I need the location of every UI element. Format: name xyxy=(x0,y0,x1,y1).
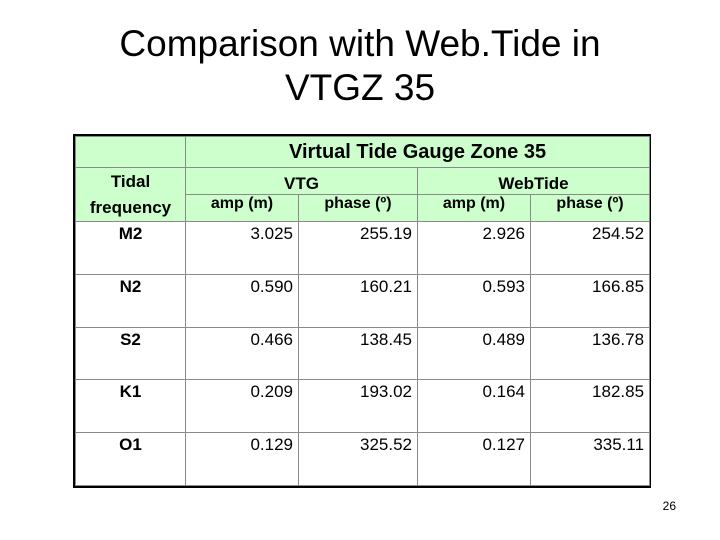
cell-vtg-phase: 138.45 xyxy=(298,326,418,381)
group-header-vtg: VTG xyxy=(185,167,418,195)
row-header-line-1: Tidal xyxy=(110,171,151,191)
slide-title-line-2: VTGZ 35 xyxy=(284,67,436,108)
table-row: N2 0.590 160.21 0.593 166.85 xyxy=(75,273,651,328)
table-row: O1 0.129 325.52 0.127 335.11 xyxy=(75,432,651,486)
column-header-vtg-amp: amp (m) xyxy=(185,194,299,222)
table-corner-cell xyxy=(75,136,186,168)
cell-webtide-amp: 0.164 xyxy=(417,379,531,434)
row-label: N2 xyxy=(75,273,186,328)
row-label: S2 xyxy=(75,326,186,381)
table-row: S2 0.466 138.45 0.489 136.78 xyxy=(75,326,651,381)
row-label: K1 xyxy=(75,379,186,434)
row-header-line-2: frequency xyxy=(89,197,172,217)
column-header-vtg-phase: phase (º) xyxy=(298,194,418,222)
column-header-webtide-phase: phase (º) xyxy=(529,194,651,222)
cell-vtg-phase: 255.19 xyxy=(298,221,418,275)
cell-vtg-amp: 0.590 xyxy=(185,273,299,328)
cell-webtide-amp: 0.127 xyxy=(417,432,531,486)
column-header-webtide-amp: amp (m) xyxy=(417,194,531,222)
cell-vtg-phase: 193.02 xyxy=(298,379,418,434)
tide-comparison-table: Virtual Tide Gauge Zone 35 Tidal frequen… xyxy=(73,134,651,488)
cell-vtg-amp: 0.466 xyxy=(185,326,299,381)
row-label: M2 xyxy=(75,221,186,275)
cell-vtg-phase: 325.52 xyxy=(298,432,418,486)
cell-webtide-phase: 335.11 xyxy=(529,432,651,486)
cell-webtide-amp: 0.489 xyxy=(417,326,531,381)
cell-webtide-phase: 182.85 xyxy=(529,379,651,434)
cell-webtide-phase: 166.85 xyxy=(529,273,651,328)
row-label: O1 xyxy=(75,432,186,486)
slide-title-line-1: Comparison with Web.Tide in xyxy=(119,23,601,64)
cell-vtg-phase: 160.21 xyxy=(298,273,418,328)
page-number: 26 xyxy=(662,499,676,513)
group-header-webtide: WebTide xyxy=(416,167,651,195)
row-header-tidal-frequency: Tidal frequency xyxy=(75,167,186,222)
table-row: M2 3.025 255.19 2.926 254.52 xyxy=(75,221,651,275)
slide-title: Comparison with Web.Tide in VTGZ 35 xyxy=(0,22,720,110)
cell-vtg-amp: 0.129 xyxy=(185,432,299,486)
cell-vtg-amp: 3.025 xyxy=(185,221,299,275)
table-caption: Virtual Tide Gauge Zone 35 xyxy=(184,136,651,168)
table-row: K1 0.209 193.02 0.164 182.85 xyxy=(75,379,651,434)
cell-webtide-amp: 2.926 xyxy=(417,221,531,275)
cell-webtide-phase: 136.78 xyxy=(529,326,651,381)
cell-webtide-amp: 0.593 xyxy=(417,273,531,328)
cell-vtg-amp: 0.209 xyxy=(185,379,299,434)
cell-webtide-phase: 254.52 xyxy=(529,221,651,275)
